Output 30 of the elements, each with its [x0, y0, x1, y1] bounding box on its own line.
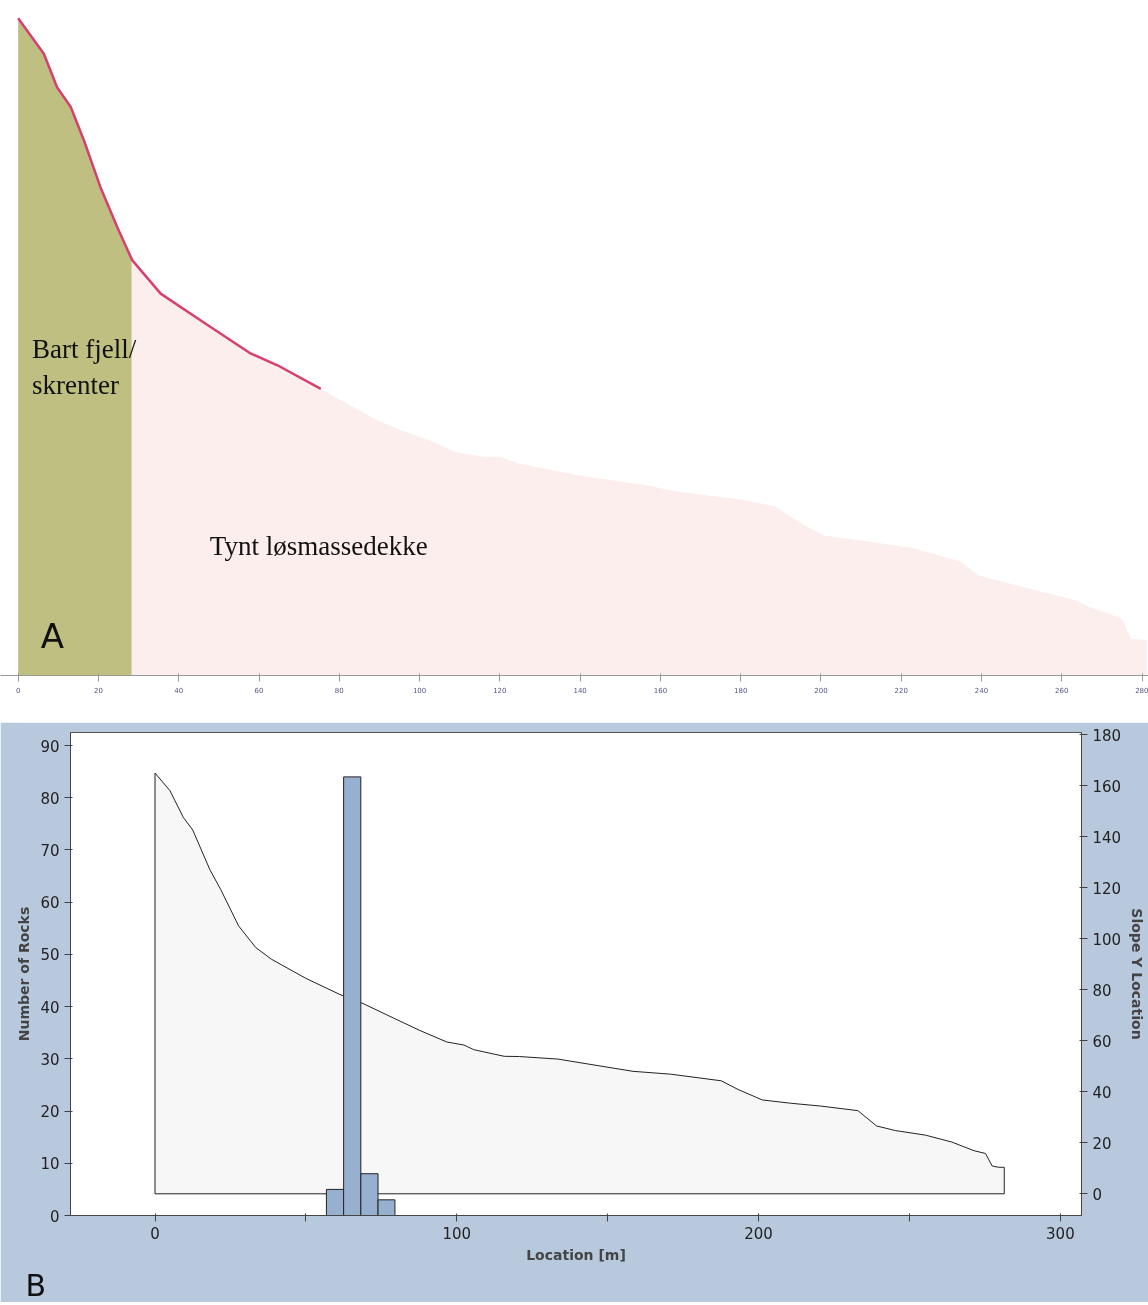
y2-tick-label: 60: [1092, 1032, 1112, 1051]
y2-tick-label: 160: [1092, 777, 1122, 796]
y-tick-label: 20: [40, 1103, 60, 1122]
y2-axis-title: Slope Y Location: [1129, 908, 1146, 1040]
y2-tick-label: 40: [1092, 1083, 1112, 1102]
y-tick-label: 80: [40, 789, 60, 808]
x-tick-label: 300: [1046, 1224, 1075, 1243]
y-tick-label: 40: [40, 998, 60, 1017]
y-tick-label: 70: [40, 841, 60, 860]
y2-tick-label: 180: [1092, 726, 1122, 745]
y-tick-label: 50: [40, 946, 60, 965]
y2-tick-label: 120: [1092, 879, 1122, 898]
annotation: A: [40, 615, 64, 656]
x-tick-label: 0: [150, 1224, 160, 1243]
y2-tick-label: 140: [1092, 828, 1122, 847]
y-tick-label: 30: [40, 1050, 60, 1069]
x-axis-title: Location [m]: [526, 1246, 626, 1263]
y-tick-label: 60: [40, 894, 60, 913]
series-label: Tynt løsmassedekke: [209, 530, 428, 561]
y2-tick-label: 0: [1092, 1185, 1103, 1204]
y2-tick-label: 100: [1092, 930, 1122, 949]
y2-tick-label: 20: [1092, 1134, 1112, 1153]
y-tick-label: 10: [40, 1155, 60, 1174]
x-tick-label: 100: [442, 1224, 472, 1243]
y-axis-title: Number of Rocks: [16, 906, 33, 1042]
x-tick-label: 200: [744, 1224, 773, 1243]
y-tick-label: 0: [49, 1207, 60, 1226]
y2-tick-label: 80: [1092, 981, 1112, 1000]
y-tick-label: 90: [40, 737, 60, 756]
text: B: [25, 1267, 47, 1303]
